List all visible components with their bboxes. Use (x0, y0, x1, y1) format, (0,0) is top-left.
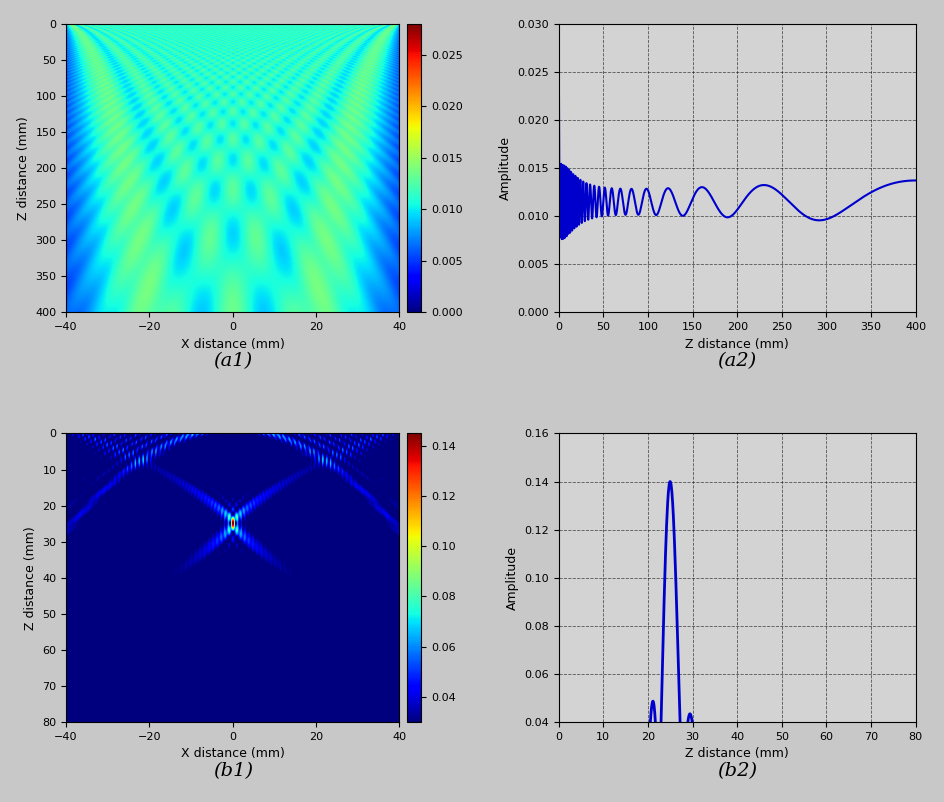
Y-axis label: Amplitude: Amplitude (498, 136, 512, 200)
X-axis label: Z distance (mm): Z distance (mm) (685, 338, 789, 350)
Text: (b1): (b1) (212, 762, 253, 780)
X-axis label: X distance (mm): X distance (mm) (181, 338, 285, 350)
Y-axis label: Z distance (mm): Z distance (mm) (17, 116, 29, 220)
Y-axis label: Amplitude: Amplitude (506, 545, 518, 610)
Text: (a2): (a2) (717, 353, 757, 371)
X-axis label: X distance (mm): X distance (mm) (181, 747, 285, 760)
Y-axis label: Z distance (mm): Z distance (mm) (24, 526, 37, 630)
X-axis label: Z distance (mm): Z distance (mm) (685, 747, 789, 760)
Text: (a1): (a1) (213, 353, 252, 371)
Text: (b2): (b2) (717, 762, 757, 780)
